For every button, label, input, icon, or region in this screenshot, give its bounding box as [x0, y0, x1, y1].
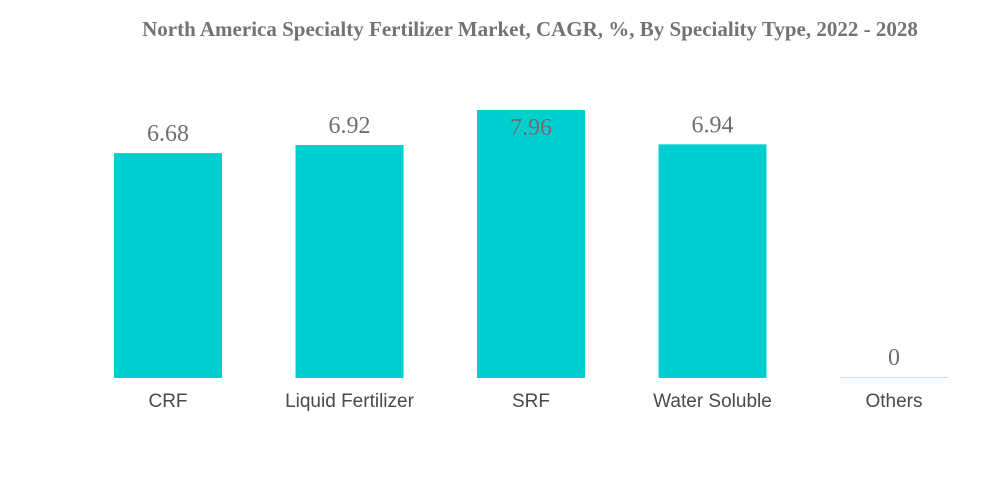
bar-others — [840, 377, 948, 378]
bars-group — [114, 110, 948, 378]
x-tick-label-water-soluble: Water Soluble — [653, 391, 772, 412]
chart-title: North America Specialty Fertilizer Marke… — [142, 17, 918, 41]
value-label-crf: 6.68 — [147, 121, 189, 147]
x-tick-label-liquid-fertilizer: Liquid Fertilizer — [285, 391, 414, 412]
bar-liquid-fertilizer — [295, 145, 404, 378]
value-label-liquid-fertilizer: 6.92 — [329, 113, 371, 139]
value-label-others: 0 — [888, 345, 900, 371]
bar-srf — [477, 110, 585, 378]
value-labels-group: 6.68 6.92 7.96 6.94 0 — [147, 112, 900, 371]
bar-water-soluble — [658, 144, 767, 378]
x-tick-label-crf: CRF — [148, 391, 187, 412]
x-tick-label-others: Others — [865, 391, 922, 412]
x-tick-label-srf: SRF — [512, 391, 550, 412]
tick-labels-group: CRF Liquid Fertilizer SRF Water Soluble Othe… — [148, 391, 922, 412]
value-label-water-soluble: 6.94 — [692, 112, 734, 138]
bar-crf — [114, 153, 222, 378]
value-label-srf: 7.96 — [510, 115, 552, 141]
